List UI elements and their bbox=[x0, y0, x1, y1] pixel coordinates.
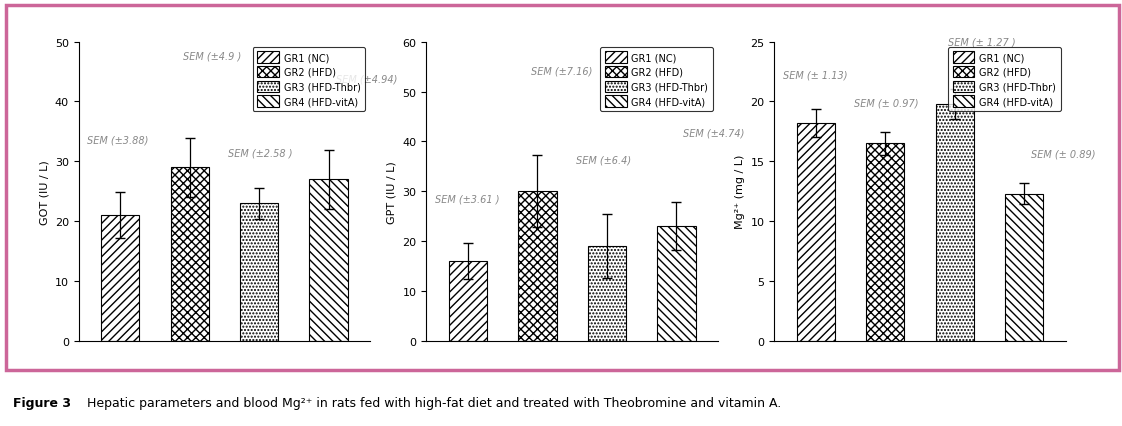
Text: SEM (±4.9 ): SEM (±4.9 ) bbox=[183, 51, 241, 61]
Text: SEM (±6.4): SEM (±6.4) bbox=[576, 155, 631, 165]
Text: Hepatic parameters and blood Mg²⁺ in rats fed with high-fat diet and treated wit: Hepatic parameters and blood Mg²⁺ in rat… bbox=[83, 396, 781, 409]
Bar bbox=[657, 227, 696, 341]
Legend: GR1 (NC), GR2 (HFD), GR3 (HFD-Thbr), GR4 (HFD-vitA): GR1 (NC), GR2 (HFD), GR3 (HFD-Thbr), GR4… bbox=[252, 47, 366, 112]
Text: SEM (± 1.27 ): SEM (± 1.27 ) bbox=[948, 38, 1015, 48]
Bar bbox=[101, 216, 139, 341]
Text: SEM (± 0.97): SEM (± 0.97) bbox=[854, 98, 919, 109]
Bar bbox=[310, 180, 348, 341]
Y-axis label: GOT (IU / L): GOT (IU / L) bbox=[39, 159, 49, 224]
Text: SEM (± 1.13): SEM (± 1.13) bbox=[782, 70, 847, 81]
Legend: GR1 (NC), GR2 (HFD), GR3 (HFD-Thbr), GR4 (HFD-vitA): GR1 (NC), GR2 (HFD), GR3 (HFD-Thbr), GR4… bbox=[948, 47, 1061, 112]
Bar bbox=[936, 105, 974, 341]
Text: SEM (± 0.89): SEM (± 0.89) bbox=[1031, 150, 1096, 160]
Text: SEM (±3.61 ): SEM (±3.61 ) bbox=[434, 193, 499, 204]
Text: SEM (±2.58 ): SEM (±2.58 ) bbox=[228, 148, 293, 158]
Text: SEM (±3.88): SEM (±3.88) bbox=[86, 135, 148, 145]
Bar bbox=[866, 144, 904, 341]
Y-axis label: GPT (IU / L): GPT (IU / L) bbox=[387, 161, 397, 223]
Bar bbox=[588, 246, 626, 341]
Text: Figure 3: Figure 3 bbox=[13, 396, 72, 409]
Y-axis label: Mg²⁺ (mg / L): Mg²⁺ (mg / L) bbox=[735, 155, 745, 229]
Bar bbox=[171, 168, 209, 341]
Bar bbox=[240, 204, 278, 341]
Text: SEM (±4.94): SEM (±4.94) bbox=[335, 75, 397, 85]
Bar bbox=[797, 124, 835, 341]
Bar bbox=[1005, 194, 1043, 341]
Legend: GR1 (NC), GR2 (HFD), GR3 (HFD-Thbr), GR4 (HFD-vitA): GR1 (NC), GR2 (HFD), GR3 (HFD-Thbr), GR4… bbox=[600, 47, 714, 112]
Bar bbox=[518, 192, 557, 341]
Bar bbox=[449, 261, 487, 341]
Text: SEM (±7.16): SEM (±7.16) bbox=[531, 66, 592, 77]
Text: SEM (±4.74): SEM (±4.74) bbox=[683, 128, 745, 138]
